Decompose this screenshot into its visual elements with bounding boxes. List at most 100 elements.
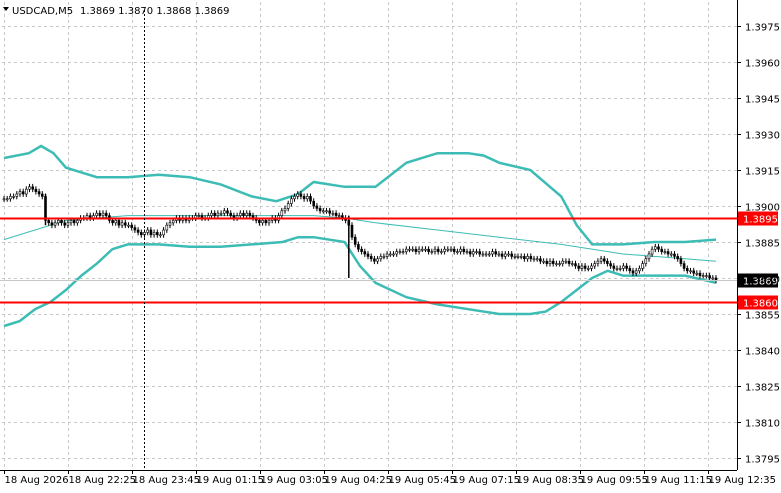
candle-body xyxy=(622,265,625,269)
candle xyxy=(216,210,220,219)
candle xyxy=(63,219,67,229)
candle-body xyxy=(465,251,469,253)
candle-body xyxy=(66,222,70,226)
horizontal-levels[interactable]: 1.3895 1.3860 1.3869 xyxy=(0,211,778,310)
candle-body xyxy=(47,220,51,224)
candle xyxy=(564,258,568,265)
candle xyxy=(641,260,644,272)
candle-body xyxy=(353,236,357,245)
candle xyxy=(315,203,319,212)
candle xyxy=(676,253,680,262)
candle-body xyxy=(258,220,261,224)
candle xyxy=(50,219,54,229)
candle-body xyxy=(76,220,79,224)
candle-body xyxy=(305,196,309,200)
candle xyxy=(555,260,558,267)
candle xyxy=(574,260,577,269)
candle-body xyxy=(711,277,715,280)
candle-body xyxy=(63,222,67,226)
candle xyxy=(408,246,411,253)
candle xyxy=(695,270,699,277)
candle xyxy=(615,265,619,272)
candle xyxy=(456,248,459,255)
candle xyxy=(9,193,12,202)
candle xyxy=(609,260,612,269)
candle-body xyxy=(385,253,389,257)
candle-body xyxy=(165,224,169,231)
candle-body xyxy=(373,258,376,262)
candle xyxy=(481,251,485,257)
triangle-down-icon[interactable] xyxy=(3,7,9,11)
candle xyxy=(491,248,494,257)
candle-body xyxy=(360,248,363,252)
x-tick-label: 18 Aug 22:25 xyxy=(69,475,136,486)
candle xyxy=(618,265,622,272)
candle-body xyxy=(564,260,568,263)
candle-body xyxy=(388,253,392,256)
candle-body xyxy=(197,215,201,217)
candle xyxy=(500,251,504,260)
candle-body xyxy=(456,251,459,253)
candle xyxy=(219,210,223,217)
candle xyxy=(443,246,446,255)
candle-body xyxy=(609,263,612,267)
candle-body xyxy=(414,248,418,252)
candle-body xyxy=(449,248,453,251)
candle-body xyxy=(56,220,60,224)
candle-body xyxy=(98,212,102,216)
candle xyxy=(519,253,523,260)
candle-body xyxy=(60,220,63,224)
candle-body xyxy=(666,251,670,255)
candle xyxy=(701,272,705,279)
candle xyxy=(404,246,408,255)
candle xyxy=(15,191,19,200)
candle xyxy=(590,263,593,272)
candle-body xyxy=(376,258,379,262)
candle xyxy=(535,255,539,262)
candle-body xyxy=(647,253,651,260)
candle-body xyxy=(471,251,475,255)
y-tick-label: 1.3915 xyxy=(745,167,780,178)
candle xyxy=(226,207,229,217)
candle xyxy=(424,246,427,253)
candle xyxy=(708,272,711,281)
candle xyxy=(475,248,478,255)
candle-body xyxy=(494,251,498,255)
candle xyxy=(290,195,293,207)
candle xyxy=(149,227,153,238)
candle-body xyxy=(650,248,654,255)
candle xyxy=(526,253,529,262)
candle-body xyxy=(634,270,638,274)
candle xyxy=(229,210,232,219)
candle-body xyxy=(213,212,216,216)
candle xyxy=(395,248,399,257)
candle-body xyxy=(229,212,232,216)
y-tick-label: 1.3825 xyxy=(745,383,780,394)
candle xyxy=(657,243,660,253)
candle-body xyxy=(484,253,488,256)
candle xyxy=(567,258,571,267)
candle-body xyxy=(638,268,641,272)
candle-body xyxy=(663,251,667,253)
candle-body xyxy=(535,258,539,261)
candle xyxy=(124,219,127,229)
candle xyxy=(120,219,124,229)
candle-body xyxy=(24,188,28,195)
candle xyxy=(622,263,625,272)
x-tick-label: 19 Aug 08:35 xyxy=(517,475,584,486)
candle xyxy=(570,260,574,267)
candle xyxy=(18,188,22,197)
candle xyxy=(360,246,363,255)
candle-body xyxy=(673,253,676,257)
candle-body xyxy=(689,270,692,273)
candle xyxy=(24,186,28,197)
candle xyxy=(31,183,35,193)
candle-body xyxy=(127,224,130,227)
candle-body xyxy=(114,220,117,224)
candle-body xyxy=(239,212,242,216)
level-price-tag xyxy=(738,211,778,226)
candle xyxy=(286,200,290,212)
x-tick-label: 19 Aug 03:05 xyxy=(261,475,328,486)
